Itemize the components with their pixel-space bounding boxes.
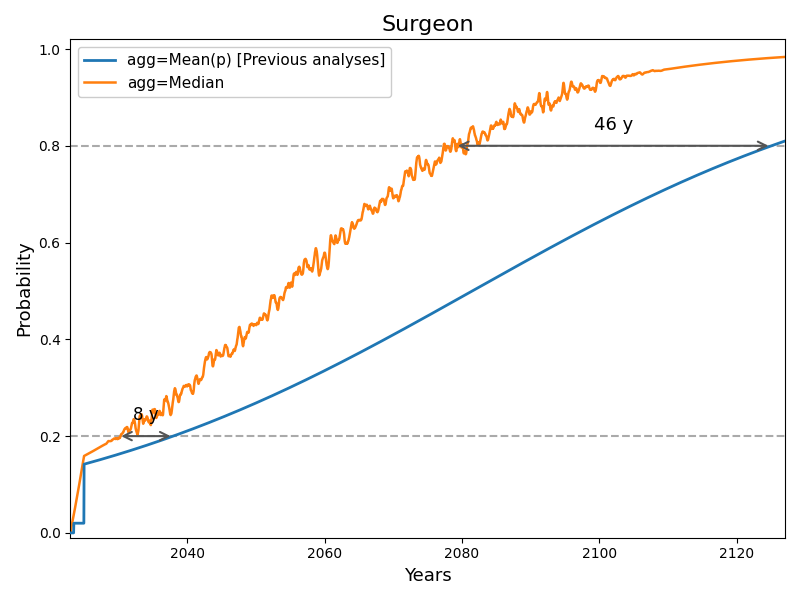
agg=Mean(p) [Previous analyses] xyxy=(370,341,380,348)
agg=Median xyxy=(370,205,380,212)
agg=Median xyxy=(689,62,698,69)
agg=Mean(p) [Previous analyses] xyxy=(780,137,790,145)
agg=Mean(p) [Previous analyses] xyxy=(339,357,349,364)
Y-axis label: Probability: Probability xyxy=(15,241,33,337)
agg=Median xyxy=(766,54,776,61)
agg=Mean(p) [Previous analyses] xyxy=(147,440,157,447)
agg=Mean(p) [Previous analyses] xyxy=(190,425,199,432)
agg=Median xyxy=(780,53,790,61)
agg=Median xyxy=(339,234,349,241)
X-axis label: Years: Years xyxy=(404,567,451,585)
Line: agg=Median: agg=Median xyxy=(70,57,785,533)
agg=Mean(p) [Previous analyses] xyxy=(66,529,75,536)
agg=Median xyxy=(66,529,75,536)
Text: 8 y: 8 y xyxy=(133,406,158,424)
agg=Median xyxy=(190,381,199,388)
agg=Mean(p) [Previous analyses] xyxy=(766,142,776,149)
agg=Median xyxy=(147,413,157,420)
Text: 46 y: 46 y xyxy=(594,116,633,134)
Title: Surgeon: Surgeon xyxy=(382,15,474,35)
Line: agg=Mean(p) [Previous analyses]: agg=Mean(p) [Previous analyses] xyxy=(70,141,785,533)
agg=Mean(p) [Previous analyses] xyxy=(689,173,698,180)
Legend: agg=Mean(p) [Previous analyses], agg=Median: agg=Mean(p) [Previous analyses], agg=Med… xyxy=(78,47,391,97)
